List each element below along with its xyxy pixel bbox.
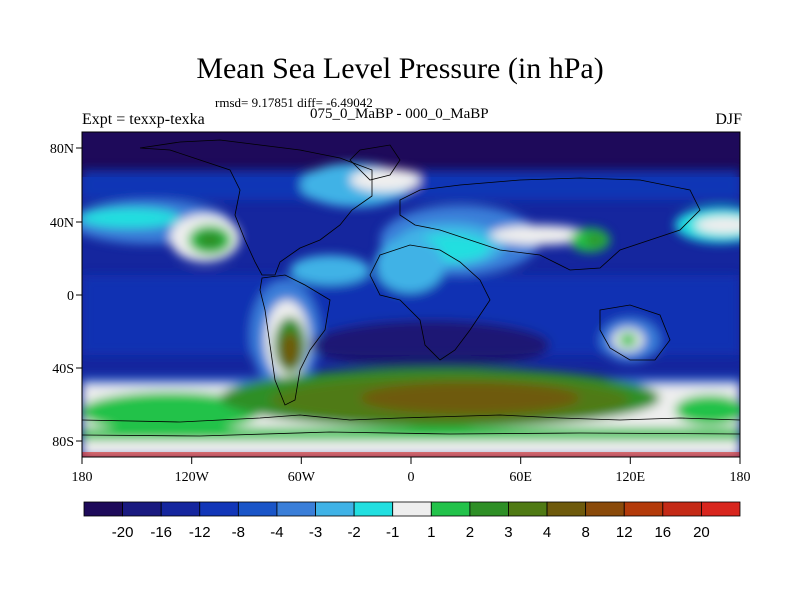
x-tick-label: 120E <box>616 470 646 485</box>
colorbar-label: -3 <box>309 524 322 541</box>
colorbar-swatch <box>160 501 201 517</box>
x-tick-label: 180 <box>72 470 93 485</box>
x-tick-label: 120W <box>175 470 210 485</box>
colorbar-label: 8 <box>581 524 589 541</box>
y-tick-label: 0 <box>67 289 74 304</box>
colorbar-label: -20 <box>112 524 134 541</box>
colorbar-label: -4 <box>270 524 283 541</box>
colorbar-swatch <box>392 501 432 517</box>
y-tick-label: 40S <box>52 362 74 377</box>
colorbar-label: -2 <box>347 524 360 541</box>
colorbar-label: 3 <box>504 524 512 541</box>
colorbar-swatch <box>237 501 278 517</box>
x-tick-label: 60W <box>288 470 316 485</box>
colorbar-swatch <box>585 501 625 517</box>
colorbar-label: -1 <box>386 524 399 541</box>
pressure-field <box>82 132 740 457</box>
colorbar-label: 2 <box>466 524 474 541</box>
x-tick-label: 60E <box>509 470 532 485</box>
stats-label: rmsd= 9.17851 diff= -6.49042 <box>215 95 373 110</box>
colorbar-swatch <box>199 501 239 517</box>
experiment-label: Expt = texxp-texka <box>82 111 205 128</box>
colorbar-swatch <box>276 501 316 517</box>
season-label: DJF <box>715 111 742 128</box>
period-label: 075_0_MaBP - 000_0_MaBP <box>310 106 489 122</box>
colorbar-label: 12 <box>616 524 633 541</box>
y-tick-label: 40N <box>50 216 74 231</box>
x-tick-label: 180 <box>730 470 751 485</box>
colorbar-label: 16 <box>654 524 671 541</box>
map-title: Mean Sea Level Pressure (in hPa) <box>196 52 604 85</box>
colorbar-swatch <box>315 501 355 517</box>
x-axis: 180 120W 60W 0 60E 120E 180 <box>72 457 751 485</box>
colorbar-swatch <box>83 501 123 517</box>
colorbar-swatch <box>662 501 702 517</box>
colorbar-swatch <box>623 501 664 517</box>
y-tick-label: 80N <box>50 142 74 157</box>
y-tick-label: 80S <box>52 435 74 450</box>
colorbar-swatch <box>701 501 741 517</box>
coastlines <box>82 139 740 437</box>
colorbar-swatch <box>430 501 471 517</box>
colorbar: -20 -16 -12 -8 -4 -3 -2 -1 1 2 3 4 8 12 16 20 <box>83 501 741 541</box>
colorbar-label: 20 <box>693 524 710 541</box>
colorbar-label: 4 <box>543 524 551 541</box>
y-axis: 80N 40N 0 40S 80S <box>50 142 82 450</box>
colorbar-swatch <box>508 501 548 517</box>
colorbar-label: -8 <box>232 524 245 541</box>
colorbar-label: -12 <box>189 524 211 541</box>
colorbar-swatch <box>122 501 162 517</box>
colorbar-swatch <box>353 501 394 517</box>
colorbar-swatch <box>469 501 509 517</box>
x-tick-label: 0 <box>408 470 415 485</box>
colorbar-swatch <box>546 501 587 517</box>
colorbar-label: 1 <box>427 524 435 541</box>
colorbar-label: -16 <box>150 524 172 541</box>
